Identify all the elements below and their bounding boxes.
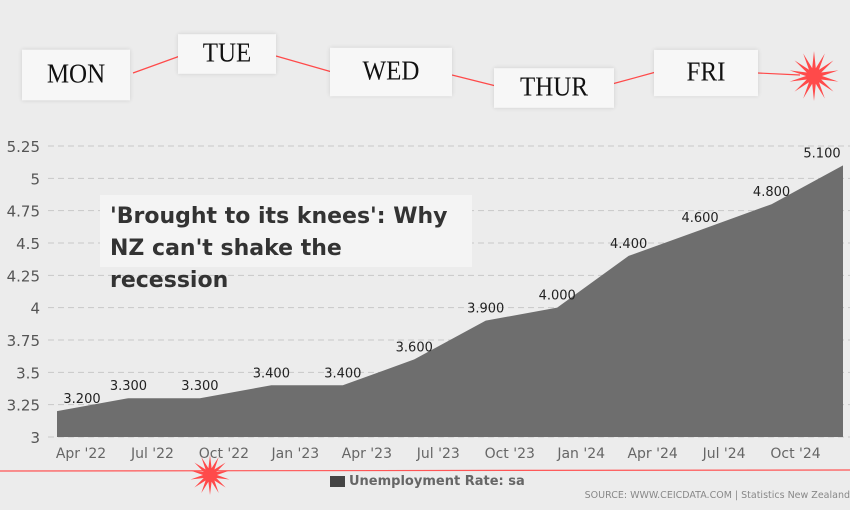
data-label: 4.000 [539, 289, 576, 304]
data-labels: 3.200 3.300 3.300 3.400 3.400 3.600 3.900 4.000… [63, 146, 840, 407]
y-tick-label: 3.25 [7, 397, 40, 415]
legend: Unemployment Rate: sa [330, 474, 525, 489]
starburst-icon [789, 51, 839, 101]
data-label: 3.400 [253, 366, 290, 381]
y-tick-label: 3.5 [16, 364, 40, 382]
legend-label: Unemployment Rate: sa [349, 474, 525, 489]
x-tick-label: Apr '24 [627, 446, 677, 462]
day-tag-tue: TUE [178, 34, 276, 74]
data-label: 3.900 [467, 302, 504, 317]
data-label: 4.800 [753, 185, 790, 200]
x-tick-label: Oct '24 [770, 446, 820, 462]
area-series [57, 165, 843, 437]
headline: 'Brought to its knees': Why NZ can't sha… [100, 195, 472, 293]
starburst-icon [190, 455, 230, 495]
data-label: 4.600 [681, 211, 718, 226]
day-tag-thur: THUR [494, 68, 614, 108]
connector-line [611, 71, 657, 85]
x-tick-label: Jul '22 [130, 446, 174, 462]
y-tick-label: 5 [30, 170, 40, 188]
data-label: 3.600 [396, 340, 433, 355]
connector-line [132, 55, 181, 74]
source-note: SOURCE: WWW.CEICDATA.COM | Statistics Ne… [584, 490, 850, 501]
day-tag-mon: MON [22, 49, 130, 101]
x-tick-label: Apr '23 [342, 446, 392, 462]
data-label: 3.300 [110, 379, 147, 394]
y-tick-label: 3 [30, 429, 40, 447]
data-label: 3.300 [181, 379, 218, 394]
data-label: 3.200 [63, 392, 100, 407]
connector-line [451, 74, 497, 87]
banner-connectors [132, 55, 801, 87]
day-tag-fri: FRI [654, 49, 758, 97]
data-label: 5.100 [803, 146, 840, 161]
x-axis-ticks: Apr '22 Jul '22 Oct '22 Jan '23 Apr '23 Jul '… [56, 446, 821, 462]
y-tick-label: 4.5 [16, 235, 40, 253]
data-label: 3.400 [324, 366, 361, 381]
x-tick-label: Jan '24 [556, 446, 605, 462]
x-tick-label: Jul '24 [702, 446, 746, 462]
y-tick-label: 4 [30, 300, 40, 318]
data-label: 4.400 [610, 237, 647, 252]
x-tick-label: Apr '22 [56, 446, 106, 462]
connector-line [757, 72, 801, 76]
red-divider-line [0, 469, 850, 472]
x-tick-label: Jul '23 [416, 446, 460, 462]
x-tick-label: Jan '23 [271, 446, 320, 462]
y-tick-label: 5.25 [7, 138, 40, 156]
y-tick-label: 4.75 [7, 203, 40, 221]
y-axis-ticks: 3 3.25 3.5 3.75 4 4.25 4.5 4.75 5 5.25 [7, 138, 40, 447]
x-tick-label: Oct '23 [485, 446, 535, 462]
day-tag-wed: WED [330, 47, 452, 97]
x-tick-label: Oct '22 [199, 446, 249, 462]
connector-line [275, 55, 333, 73]
y-tick-label: 4.25 [7, 267, 40, 285]
y-tick-label: 3.75 [7, 332, 40, 350]
legend-swatch [330, 476, 345, 487]
